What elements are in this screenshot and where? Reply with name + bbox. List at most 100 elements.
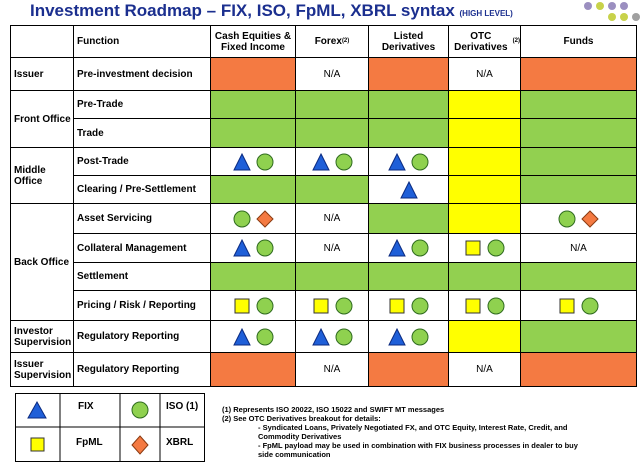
icon: [311, 327, 330, 345]
matrix-cell: [521, 119, 637, 148]
icon: [581, 297, 599, 314]
decoration: [584, 2, 640, 21]
icon: [388, 327, 406, 345]
matrix-cell: [296, 119, 369, 148]
matrix-cell: [369, 263, 449, 291]
column-label: Funds: [563, 36, 594, 47]
matrix-cell: [449, 119, 521, 148]
legend: FIX ISO (1) FpML XBRL: [15, 393, 205, 462]
group-label: Issuer Supervision: [11, 353, 74, 387]
icon: [233, 210, 250, 227]
matrix-cell: [369, 321, 449, 353]
matrix-cell: [211, 91, 296, 119]
subtitle: (HIGH LEVEL): [459, 9, 513, 18]
syntax-icons: [558, 297, 599, 315]
function: Post-Trade: [74, 148, 211, 176]
syntax-icons: [388, 297, 429, 315]
group-label: Issuer: [11, 58, 74, 91]
function: Regulatory Reporting: [74, 321, 211, 353]
matrix-cell: N/A: [449, 58, 521, 91]
function: Asset Servicing: [74, 204, 211, 234]
matrix-cell: [296, 263, 369, 291]
syntax-icons: [312, 297, 353, 315]
icon: [389, 298, 405, 313]
matrix-cell: [521, 58, 637, 91]
icon: [234, 298, 249, 313]
icon: [411, 328, 429, 345]
matrix-cell: N/A: [296, 204, 369, 234]
column-label: Cash Equities & Fixed Income: [214, 30, 292, 53]
matrix-cell: [521, 321, 637, 353]
footnote: (2) See OTC Derivatives breakout for det…: [222, 414, 381, 423]
icon: [487, 297, 505, 314]
icon: [256, 328, 273, 345]
matrix-cell: N/A: [521, 234, 637, 263]
icon: [465, 240, 481, 256]
matrix-cell: [211, 353, 296, 387]
matrix-cell: [369, 291, 449, 321]
syntax-icons: [233, 209, 274, 228]
matrix-cell: N/A: [296, 58, 369, 91]
function: Regulatory Reporting: [74, 353, 211, 387]
icon: [311, 152, 330, 170]
function: Clearing / Pre-Settlement: [74, 176, 211, 204]
footnote: - Syndicated Loans, Privately Negotiated…: [258, 423, 568, 441]
function: Collateral Management: [74, 234, 211, 263]
footnote: (1) Represents ISO 20022, ISO 15022 and …: [222, 405, 445, 414]
function: Trade: [74, 119, 211, 148]
icon: [256, 239, 273, 257]
icon: [256, 153, 273, 170]
matrix-cell: [211, 234, 296, 263]
group-label: Middle Office: [11, 148, 74, 204]
syntax-icons: [464, 297, 505, 315]
matrix-cell: [211, 321, 296, 353]
icon: [232, 327, 251, 345]
syntax-icons: [388, 152, 429, 171]
matrix-cell: [449, 91, 521, 119]
matrix-cell: [369, 234, 449, 263]
syntax-icons: [233, 297, 274, 315]
matrix-cell: [211, 291, 296, 321]
icon: [335, 153, 352, 170]
matrix-cell: [521, 263, 637, 291]
icon: [399, 180, 418, 198]
group-label: Investor Supervision: [11, 321, 74, 353]
matrix-cell: N/A: [296, 234, 369, 263]
header-cell: [11, 26, 74, 58]
column-label: OTC Derivatives: [454, 30, 508, 53]
icon: [388, 239, 406, 257]
footnote: - FpML payload may be used in combinatio…: [258, 441, 578, 459]
icon: [558, 210, 576, 227]
matrix-cell: [211, 263, 296, 291]
matrix-cell: [296, 321, 369, 353]
legend-label: ISO (1): [166, 401, 199, 412]
matrix-cell: [521, 291, 637, 321]
icon: [465, 298, 481, 313]
column-header: OTC Derivatives (2): [449, 26, 521, 58]
group-label: Back Office: [11, 204, 74, 321]
matrix-cell: [296, 291, 369, 321]
column-note: (2): [512, 38, 520, 44]
matrix-cell: [369, 176, 449, 204]
column-header: Cash Equities & Fixed Income: [211, 26, 296, 58]
matrix-cell: [449, 176, 521, 204]
syntax-icons: [232, 327, 274, 346]
matrix-cell: [369, 119, 449, 148]
icon: [411, 153, 429, 170]
table: Function Cash Equities & Fixed Income Fore…: [10, 25, 637, 387]
column-label: Listed Derivatives: [381, 30, 436, 53]
column-header: Forex (2): [296, 26, 369, 58]
matrix-cell: [521, 176, 637, 204]
icon: [411, 297, 429, 314]
icon: [313, 298, 328, 313]
function: Settlement: [74, 263, 211, 291]
column-header: Function: [74, 26, 211, 58]
column-header: Listed Derivatives: [369, 26, 449, 58]
syntax-icons: [311, 327, 353, 346]
matrix-cell: [369, 148, 449, 176]
matrix-cell: [521, 353, 637, 387]
matrix-cell: [369, 204, 449, 234]
matrix-cell: [369, 353, 449, 387]
syntax-icons: [311, 152, 353, 171]
